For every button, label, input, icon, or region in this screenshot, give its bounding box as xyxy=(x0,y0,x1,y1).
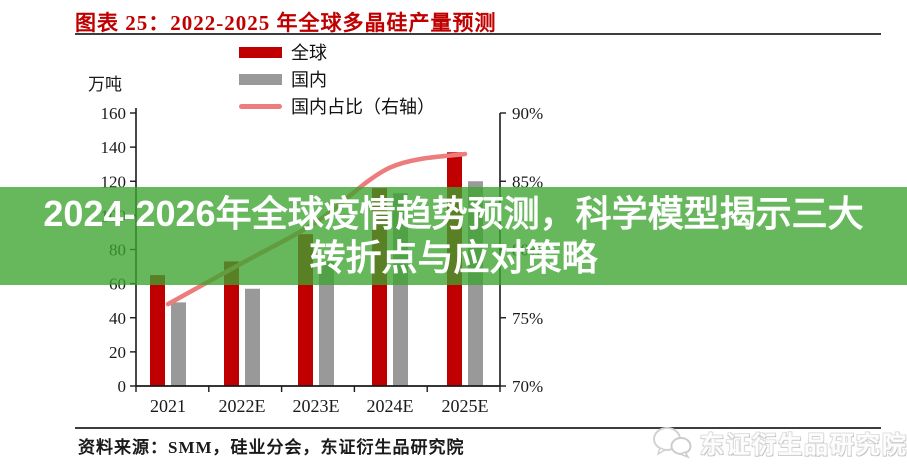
legend-item-ratio: 国内占比（右轴） xyxy=(239,97,435,117)
legend-label: 全球 xyxy=(291,43,327,63)
wechat-icon xyxy=(653,426,692,458)
x-category-label: 2022E xyxy=(219,396,266,416)
source-note: 资料来源：SMM，硅业分会，东证衍生品研究院 xyxy=(78,438,465,457)
overlay-line1: 2024-2026年全球疫情趋势预测，科学模型揭示三大 xyxy=(43,193,864,234)
y-left-axis-unit: 万吨 xyxy=(88,75,122,94)
y-left-tick-label: 160 xyxy=(101,104,127,123)
figure-title: 图表 25：2022-2025 年全球多晶硅产量预测 xyxy=(75,11,497,35)
bar-domestic-2021 xyxy=(171,302,186,386)
legend-item-domestic: 国内 xyxy=(239,70,435,90)
y-right-tick-label: 85% xyxy=(512,172,543,191)
legend-swatch-global xyxy=(239,46,282,58)
bar-global-2021 xyxy=(150,275,165,386)
y-left-tick-label: 120 xyxy=(101,172,127,191)
bar-domestic-2023E xyxy=(319,261,334,386)
x-category-label: 2023E xyxy=(293,396,340,416)
x-category-label: 2021 xyxy=(150,396,186,416)
watermark: 东证衍生品研究院 xyxy=(652,425,907,460)
x-category-label: 2025E xyxy=(442,396,489,416)
y-left-tick-label: 0 xyxy=(118,377,127,396)
legend-label: 国内 xyxy=(291,70,327,90)
y-left-tick-label: 140 xyxy=(101,138,127,157)
legend-label: 国内占比（右轴） xyxy=(291,97,435,117)
legend-swatch-ratio xyxy=(239,103,282,109)
title-divider xyxy=(75,33,881,35)
x-category-label: 2024E xyxy=(367,396,414,416)
y-right-tick-label: 70% xyxy=(512,377,543,396)
y-right-tick-label: 75% xyxy=(512,309,543,328)
bar-global-2022E xyxy=(224,261,239,386)
overlay-line2: 转折点与应对策略 xyxy=(309,237,598,278)
footer-divider xyxy=(75,427,881,429)
y-left-tick-label: 40 xyxy=(109,309,126,328)
bar-domestic-2022E xyxy=(245,288,260,386)
legend-swatch-domestic xyxy=(239,73,282,85)
y-left-tick-label: 20 xyxy=(109,343,126,362)
watermark-label: 东证衍生品研究院 xyxy=(700,432,907,459)
legend-item-global: 全球 xyxy=(239,43,435,63)
y-right-tick-label: 90% xyxy=(512,104,543,123)
chart-legend: 全球 国内 国内占比（右轴） xyxy=(239,43,435,117)
overlay-banner: 2024-2026年全球疫情趋势预测，科学模型揭示三大 转折点与应对策略 xyxy=(0,187,907,285)
